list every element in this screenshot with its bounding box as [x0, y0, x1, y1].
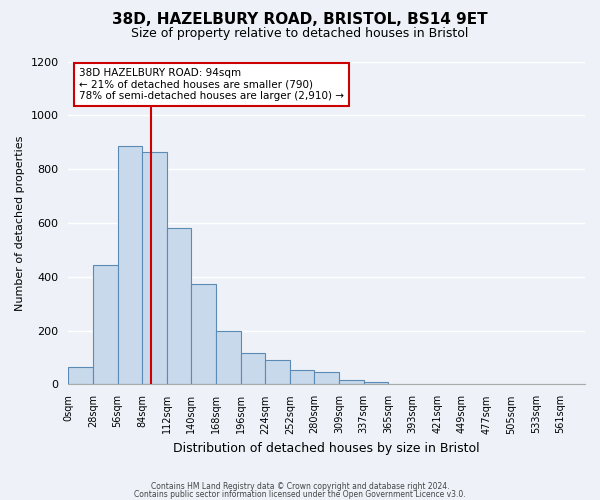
Bar	[339, 380, 364, 384]
Text: Size of property relative to detached houses in Bristol: Size of property relative to detached ho…	[131, 28, 469, 40]
Bar	[290, 370, 314, 384]
Bar	[314, 372, 339, 384]
Text: Contains public sector information licensed under the Open Government Licence v3: Contains public sector information licen…	[134, 490, 466, 499]
Bar	[265, 360, 290, 384]
X-axis label: Distribution of detached houses by size in Bristol: Distribution of detached houses by size …	[173, 442, 480, 455]
Bar	[167, 228, 191, 384]
Bar	[142, 152, 167, 384]
Bar	[68, 367, 93, 384]
Bar	[118, 146, 142, 384]
Bar	[93, 264, 118, 384]
Text: 38D HAZELBURY ROAD: 94sqm
← 21% of detached houses are smaller (790)
78% of semi: 38D HAZELBURY ROAD: 94sqm ← 21% of detac…	[79, 68, 344, 101]
Text: Contains HM Land Registry data © Crown copyright and database right 2024.: Contains HM Land Registry data © Crown c…	[151, 482, 449, 491]
Bar	[364, 382, 388, 384]
Bar	[241, 354, 265, 384]
Bar	[191, 284, 216, 384]
Bar	[216, 330, 241, 384]
Y-axis label: Number of detached properties: Number of detached properties	[15, 136, 25, 310]
Text: 38D, HAZELBURY ROAD, BRISTOL, BS14 9ET: 38D, HAZELBURY ROAD, BRISTOL, BS14 9ET	[112, 12, 488, 28]
